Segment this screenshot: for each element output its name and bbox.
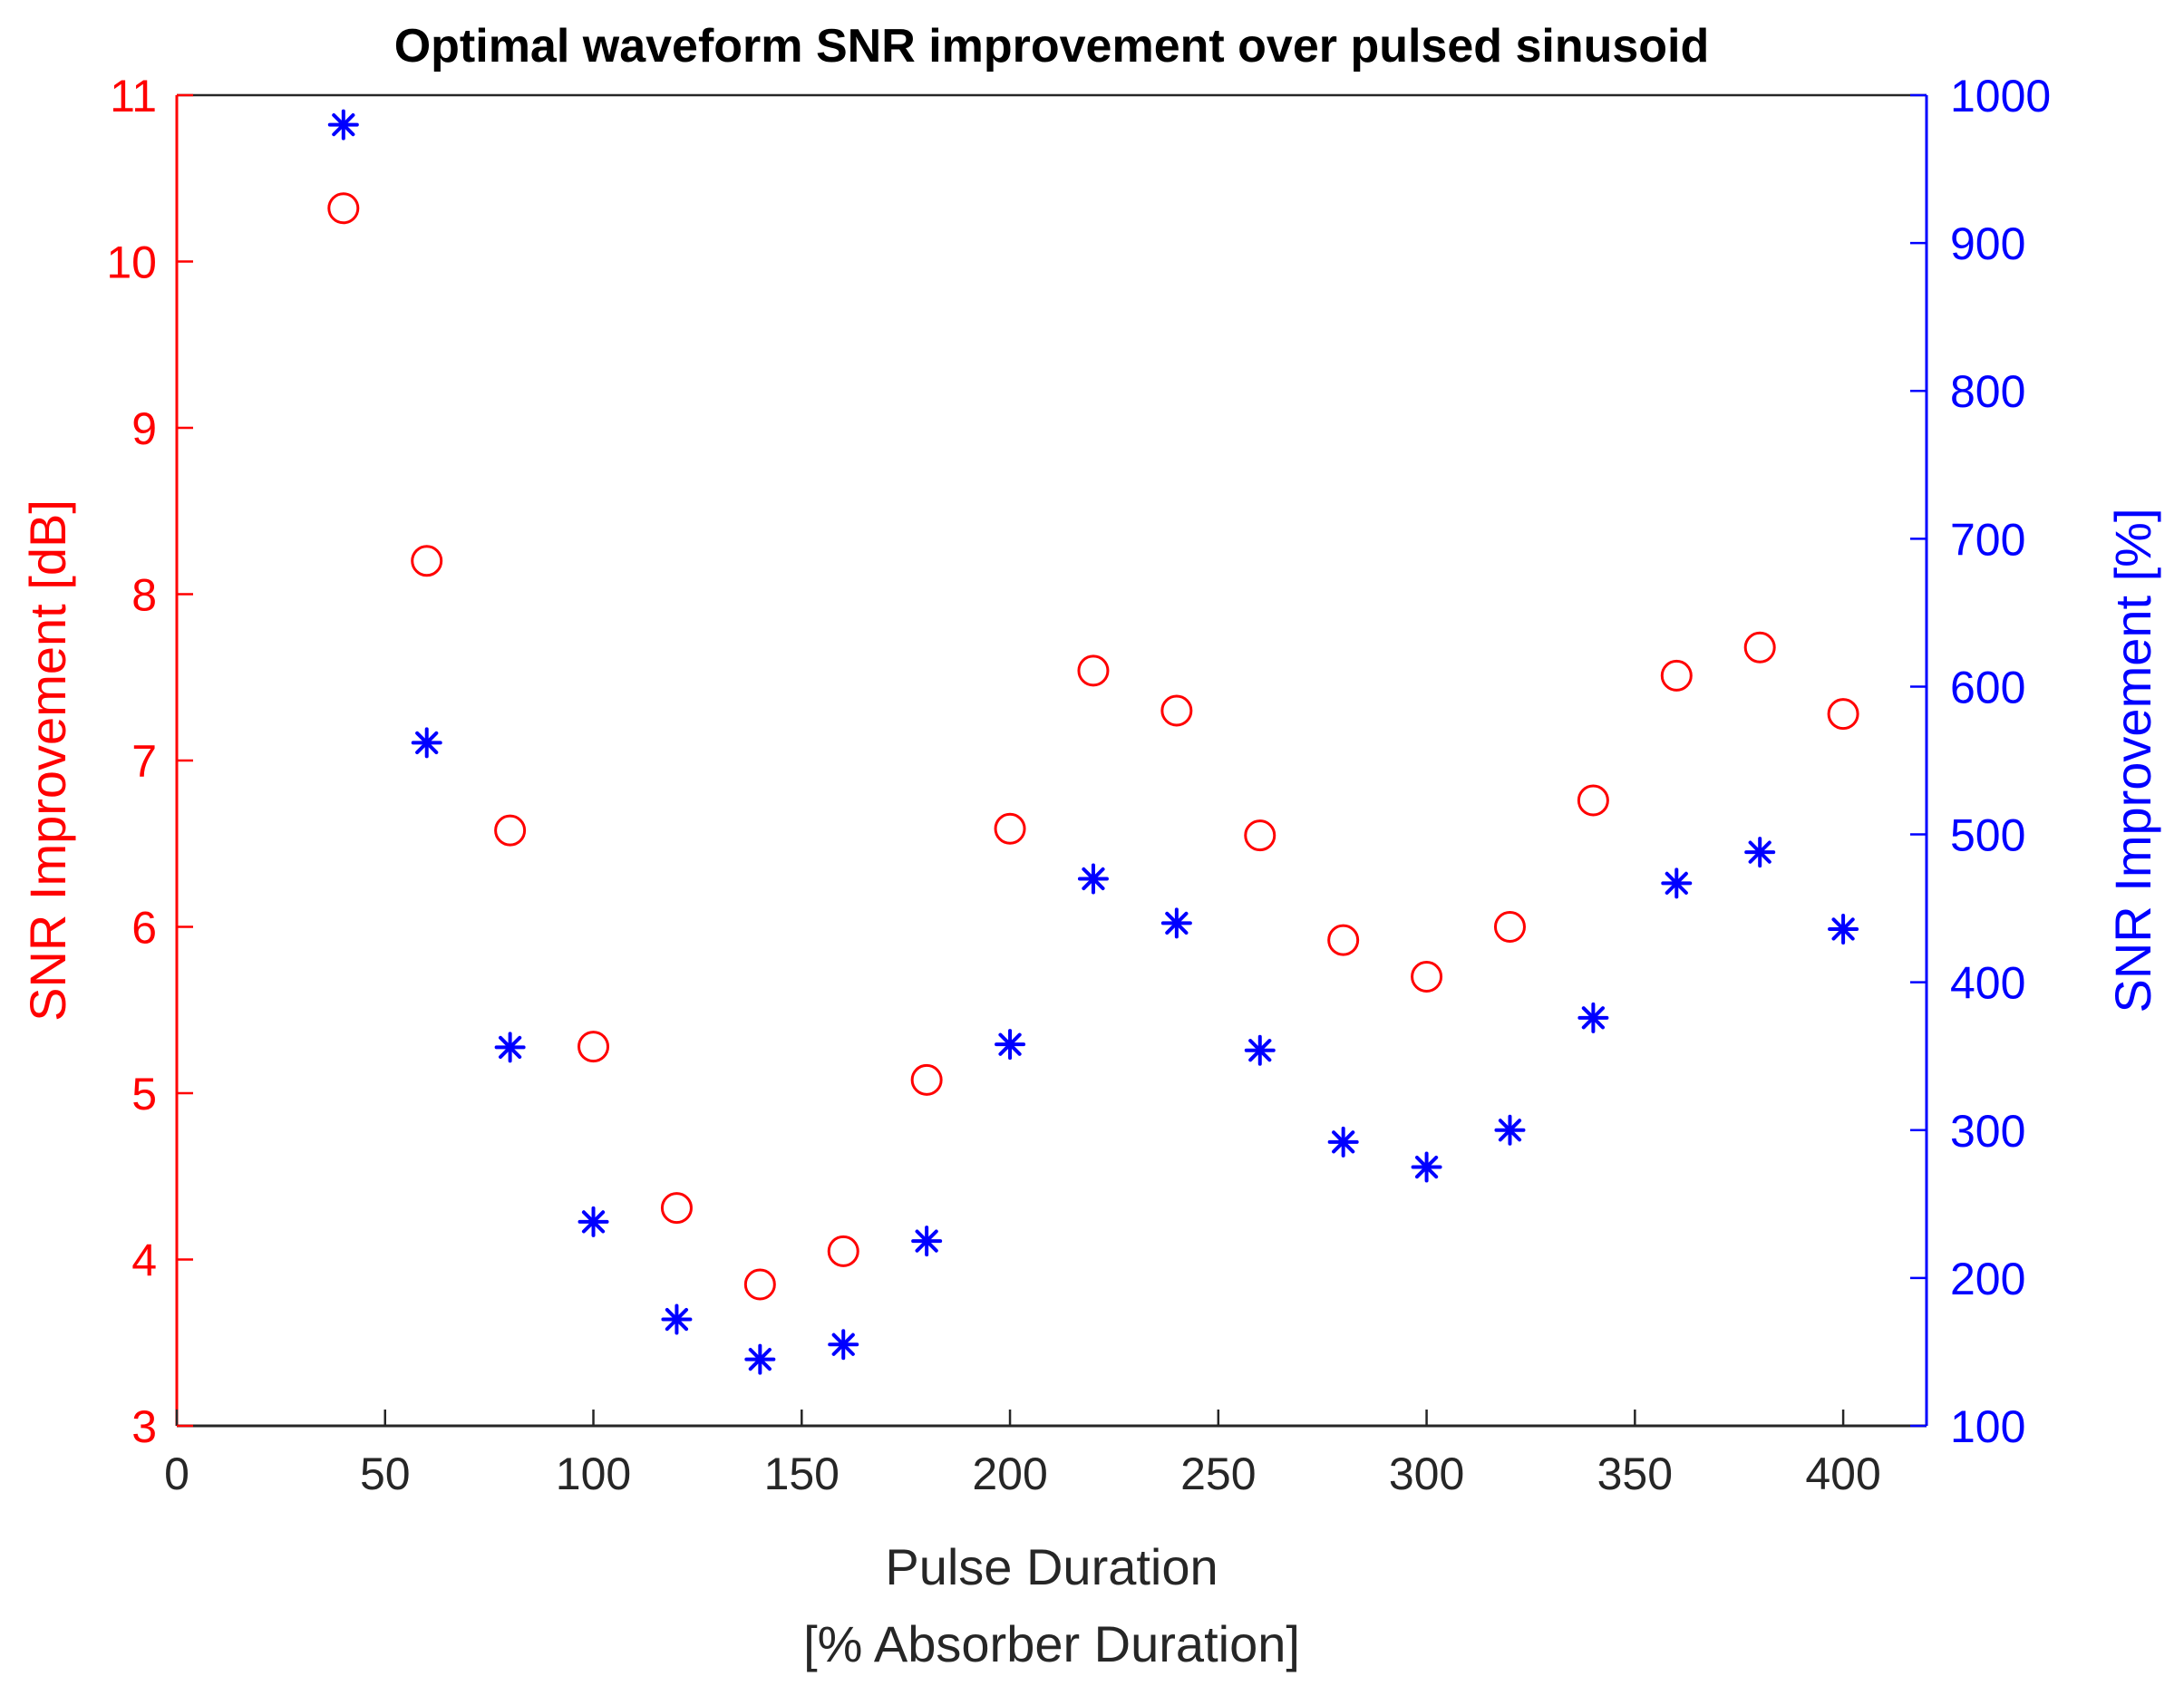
db-data-point — [660, 1192, 693, 1225]
percent-data-point — [1327, 1126, 1359, 1158]
left-tick-label: 4 — [131, 1235, 157, 1286]
db-data-point — [1827, 698, 1859, 731]
chart-title: Optimal waveform SNR improvement over pu… — [394, 20, 1710, 73]
x-axis-label-line2: [% Absorber Duration] — [803, 1615, 1300, 1672]
right-tick-label: 600 — [1950, 662, 2025, 712]
percent-data-point — [1244, 1034, 1276, 1066]
db-data-point — [1327, 924, 1360, 956]
x-tick-label: 200 — [972, 1449, 1047, 1499]
percent-data-point — [327, 109, 359, 140]
percent-data-point — [494, 1032, 526, 1063]
x-tick-label: 0 — [164, 1449, 189, 1499]
db-data-point — [910, 1063, 943, 1096]
left-tick-label: 10 — [106, 237, 157, 288]
percent-data-point — [1661, 867, 1693, 899]
left-y-axis-label: SNR Improvement [dB] — [19, 499, 76, 1022]
right-tick-label: 1000 — [1950, 71, 2051, 121]
right-y-axis-label: SNR Improvement [%] — [2104, 508, 2161, 1013]
db-data-point — [1077, 654, 1110, 687]
db-data-point — [1577, 784, 1609, 817]
right-tick-label: 900 — [1950, 218, 2025, 269]
x-tick-label: 100 — [556, 1449, 631, 1499]
left-tick-label: 11 — [110, 71, 157, 121]
x-tick-label: 350 — [1597, 1449, 1673, 1499]
left-tick-label: 7 — [131, 736, 157, 787]
db-data-point — [1244, 819, 1276, 852]
percent-data-point — [411, 727, 442, 759]
x-tick-label: 50 — [360, 1449, 411, 1499]
right-tick-label: 700 — [1950, 514, 2025, 565]
left-tick-label: 3 — [131, 1401, 157, 1452]
db-data-point — [578, 1031, 610, 1063]
right-tick-label: 200 — [1950, 1254, 2025, 1304]
x-axis-ticks: 0 50 100 150 200 250 300 350 400 — [164, 1410, 1881, 1499]
x-tick-label: 250 — [1180, 1449, 1256, 1499]
right-tick-label: 300 — [1950, 1106, 2025, 1157]
left-tick-label: 5 — [131, 1069, 157, 1119]
db-data-point — [1493, 911, 1526, 943]
percent-data-point — [1744, 837, 1776, 868]
db-data-point — [1160, 694, 1193, 727]
percent-data-point — [1577, 1002, 1609, 1033]
x-tick-label: 400 — [1805, 1449, 1880, 1499]
left-tick-label: 9 — [131, 403, 157, 454]
right-y-axis-ticks: 100 200 300 400 500 600 700 800 900 1000 — [1910, 71, 2051, 1452]
right-tick-label: 100 — [1950, 1401, 2025, 1452]
percent-data-point — [744, 1343, 776, 1375]
x-axis-label-line1: Pulse Duration — [885, 1538, 1218, 1595]
percent-data-point — [1160, 907, 1192, 939]
left-tick-label: 6 — [131, 903, 157, 954]
db-data-point — [327, 192, 360, 225]
db-data-point — [827, 1235, 859, 1267]
right-tick-label: 800 — [1950, 366, 2025, 417]
percent-data-point — [661, 1303, 693, 1335]
percent-data-point — [1494, 1114, 1526, 1146]
percent-data-point — [1828, 913, 1859, 945]
percent-data-point — [578, 1206, 609, 1237]
percent-data-point — [1077, 863, 1109, 895]
series-db-circles — [327, 192, 1859, 1301]
right-tick-label: 400 — [1950, 958, 2025, 1009]
db-data-point — [1660, 659, 1693, 692]
db-data-point — [1743, 631, 1776, 664]
x-tick-label: 150 — [764, 1449, 840, 1499]
percent-data-point — [1411, 1151, 1442, 1183]
db-data-point — [743, 1268, 776, 1301]
percent-data-point — [911, 1226, 943, 1257]
percent-data-point — [995, 1029, 1026, 1061]
left-tick-label: 8 — [131, 570, 157, 621]
right-tick-label: 500 — [1950, 810, 2025, 861]
left-y-axis-ticks: 3 4 5 6 7 8 9 10 11 — [106, 71, 193, 1452]
x-tick-label: 300 — [1389, 1449, 1464, 1499]
db-data-point — [1411, 961, 1443, 993]
db-data-point — [411, 545, 443, 577]
series-percent-asterisks — [327, 109, 1859, 1375]
db-data-point — [994, 812, 1026, 845]
db-data-point — [494, 814, 527, 847]
percent-data-point — [828, 1329, 859, 1361]
